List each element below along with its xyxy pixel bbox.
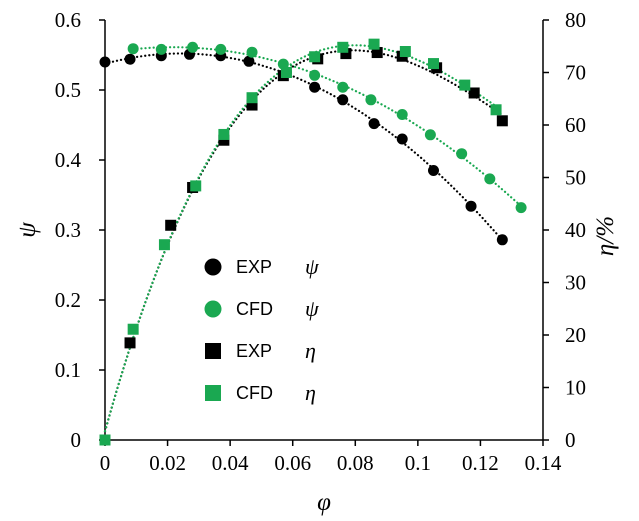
data-point-square — [99, 434, 111, 446]
data-point-square — [158, 239, 170, 251]
axes: 0 0.02 0.04 0.06 0.08 0.1 0.12 0.1400.10.20.30.… — [14, 8, 619, 516]
legend-label: EXP — [236, 341, 272, 361]
data-point-circle — [277, 58, 289, 70]
y-right-tick-label: 40 — [565, 218, 586, 242]
data-point-square — [246, 99, 258, 111]
data-point-circle — [243, 55, 255, 67]
x-tick-label: 0.12 — [462, 451, 499, 475]
data-point-circle — [309, 81, 321, 93]
trend-curves — [103, 44, 523, 433]
data-point-square — [459, 79, 471, 91]
data-point-circle — [309, 69, 321, 81]
data-point-circle — [365, 94, 377, 106]
data-point-circle — [396, 133, 408, 145]
y-left-tick-label: 0.1 — [55, 358, 81, 382]
data-point-circle — [246, 46, 258, 58]
legend-symbol: ψ — [305, 254, 319, 279]
legend-marker-circle — [204, 300, 222, 318]
data-point-circle — [424, 129, 436, 141]
data-point-square — [468, 87, 480, 99]
data-point-square — [127, 323, 139, 335]
y-left-tick-label: 0.3 — [55, 218, 81, 242]
legend-label: CFD — [236, 299, 273, 319]
data-point-square — [246, 92, 258, 104]
data-point-square — [218, 134, 230, 146]
y-left-tick-label: 0.6 — [55, 8, 81, 32]
x-tick-label: 0.08 — [337, 451, 374, 475]
trend-curve — [103, 52, 504, 242]
x-tick-label: 0.1 — [405, 451, 431, 475]
data-point-circle — [465, 200, 477, 212]
y-right-tick-label: 80 — [565, 8, 586, 32]
y-right-tick-label: 30 — [565, 271, 586, 295]
y-right-axis-title: η/% — [592, 216, 619, 256]
data-point-square — [124, 337, 136, 349]
y-right-tick-label: 0 — [565, 428, 576, 452]
y-left-tick-label: 0.5 — [55, 78, 81, 102]
y-right-tick-label: 20 — [565, 323, 586, 347]
y-left-tick-label: 0 — [71, 428, 82, 452]
legend-marker-circle — [204, 258, 222, 276]
data-point-square — [218, 128, 230, 140]
legend: EXP ψ CFD ψ EXP η CFD η — [204, 254, 319, 405]
y-left-axis-title: ψ — [14, 222, 41, 238]
legend-marker-square — [205, 385, 221, 401]
x-tick-label: 0.02 — [149, 451, 186, 475]
data-point-circle — [456, 148, 468, 160]
data-point-circle — [428, 165, 439, 176]
data-point-circle — [496, 234, 508, 246]
legend-label: EXP — [236, 257, 272, 277]
trend-curve — [103, 49, 504, 433]
data-point-circle — [337, 81, 349, 93]
data-point-square — [190, 180, 202, 192]
x-tick-label: 0 — [100, 451, 111, 475]
data-point-square — [490, 104, 502, 116]
y-right-tick-label: 10 — [565, 376, 586, 400]
legend-symbol: η — [305, 380, 316, 405]
data-point-circle — [215, 43, 227, 55]
data-point-square — [280, 67, 292, 78]
data-point-square — [428, 58, 439, 70]
y-right-tick-label: 70 — [565, 61, 586, 85]
data-point-square — [399, 46, 411, 57]
data-point-circle — [187, 41, 199, 53]
data-point-circle — [127, 43, 139, 55]
trend-curve — [103, 44, 498, 433]
y-left-tick-label: 0.2 — [55, 288, 81, 312]
data-point-square — [340, 48, 352, 60]
x-tick-label: 0.04 — [212, 451, 249, 475]
data-point-square — [309, 51, 321, 63]
data-point-circle — [484, 173, 496, 185]
data-point-circle — [99, 56, 111, 68]
legend-marker-square — [205, 343, 221, 359]
data-point-circle — [515, 202, 527, 214]
legend-label: CFD — [236, 383, 273, 403]
y-left-tick-label: 0.4 — [55, 148, 82, 172]
data-markers — [99, 38, 527, 446]
data-point-square — [337, 41, 349, 53]
y-right-tick-label: 50 — [565, 166, 586, 190]
data-point-circle — [155, 43, 167, 55]
data-point-circle — [368, 118, 380, 130]
data-point-square — [368, 38, 380, 50]
data-point-circle — [396, 109, 408, 120]
y-right-tick-label: 60 — [565, 113, 586, 137]
legend-symbol: ψ — [305, 296, 319, 321]
data-point-square — [165, 219, 177, 231]
data-point-square — [496, 115, 508, 127]
data-point-circle — [124, 53, 136, 65]
data-point-square — [371, 47, 383, 59]
data-point-circle — [337, 94, 349, 106]
legend-symbol: η — [305, 338, 316, 363]
x-tick-label: 0.06 — [274, 451, 311, 475]
x-tick-label: 0.14 — [525, 451, 562, 475]
x-axis-title: φ — [317, 489, 331, 516]
